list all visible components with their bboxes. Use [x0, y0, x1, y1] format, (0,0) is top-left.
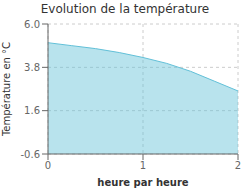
- svg-text:0: 0: [45, 160, 51, 171]
- svg-text:1: 1: [140, 160, 146, 171]
- svg-text:3.8: 3.8: [24, 62, 40, 73]
- svg-text:Température en °C: Température en °C: [8, 42, 12, 137]
- svg-text:heure par heure: heure par heure: [97, 177, 188, 188]
- svg-text:6.0: 6.0: [24, 19, 40, 30]
- html-text:Evolution de la température: Evolution de la température: [40, 2, 210, 16]
- svg-text:-0.6: -0.6: [20, 149, 40, 160]
- svg-text:1.6: 1.6: [24, 105, 40, 116]
- svg-text:2: 2: [235, 160, 241, 171]
